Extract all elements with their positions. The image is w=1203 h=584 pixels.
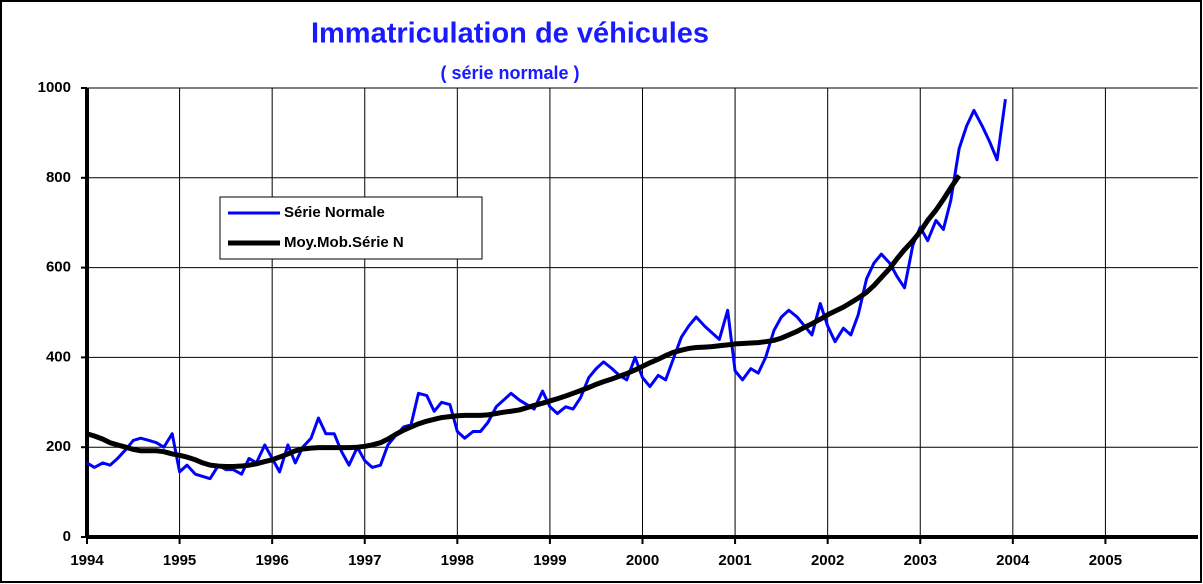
y-tick-label: 400 [46, 348, 71, 365]
y-tick-label: 1000 [38, 79, 71, 96]
series-line [86, 174, 962, 470]
x-tick-label: 1997 [348, 552, 381, 569]
x-tick-label: 1998 [441, 552, 474, 569]
x-tick-label: 2004 [996, 552, 1030, 569]
x-tick-label: 1999 [533, 552, 566, 569]
y-tick-label: 200 [46, 438, 71, 455]
legend-box [219, 196, 483, 260]
x-tick-label: 2001 [718, 552, 751, 569]
chart-title: Immatriculation de véhicules [311, 18, 709, 50]
legend-label: Série Normale [284, 204, 385, 221]
x-tick-label: 2003 [904, 552, 937, 569]
x-tick-label: 1994 [70, 552, 104, 569]
x-tick-label: 1996 [255, 552, 288, 569]
x-tick-label: 2005 [1089, 552, 1122, 569]
x-tick-label: 2000 [626, 552, 659, 569]
y-tick-label: 0 [63, 528, 71, 545]
series-line [86, 99, 1007, 481]
x-tick-label: 2002 [811, 552, 844, 569]
y-tick-label: 800 [46, 169, 71, 186]
legend-label: Moy.Mob.Série N [284, 234, 404, 251]
x-tick-label: 1995 [163, 552, 196, 569]
chart-subtitle: ( série normale ) [440, 63, 579, 83]
y-tick-label: 600 [46, 259, 71, 276]
